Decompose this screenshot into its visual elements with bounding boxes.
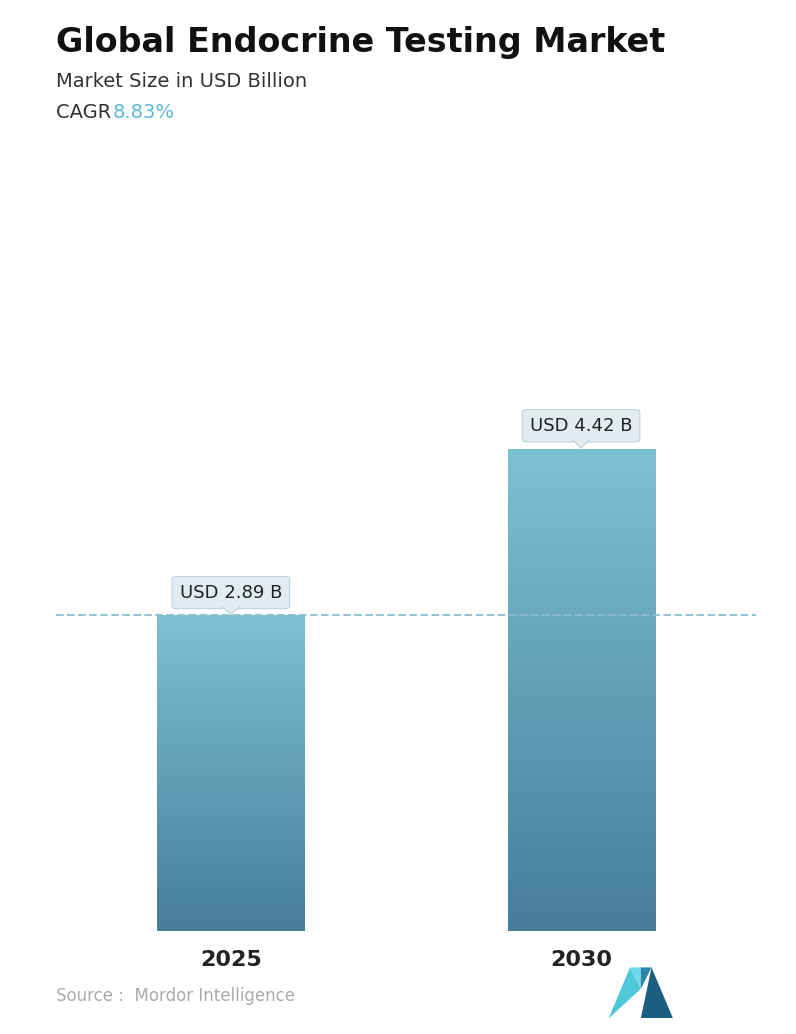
Text: Global Endocrine Testing Market: Global Endocrine Testing Market [56,26,665,59]
Text: CAGR: CAGR [56,103,117,122]
Polygon shape [222,607,240,614]
Text: USD 2.89 B: USD 2.89 B [180,583,282,602]
Polygon shape [609,968,641,1018]
Polygon shape [641,968,673,1018]
Polygon shape [641,968,652,989]
Polygon shape [630,968,641,989]
Text: 8.83%: 8.83% [113,103,175,122]
Text: Market Size in USD Billion: Market Size in USD Billion [56,72,306,91]
Text: USD 4.42 B: USD 4.42 B [530,417,632,434]
Text: Source :  Mordor Intelligence: Source : Mordor Intelligence [56,987,295,1005]
FancyBboxPatch shape [522,409,640,442]
Polygon shape [572,439,590,448]
FancyBboxPatch shape [172,576,290,609]
